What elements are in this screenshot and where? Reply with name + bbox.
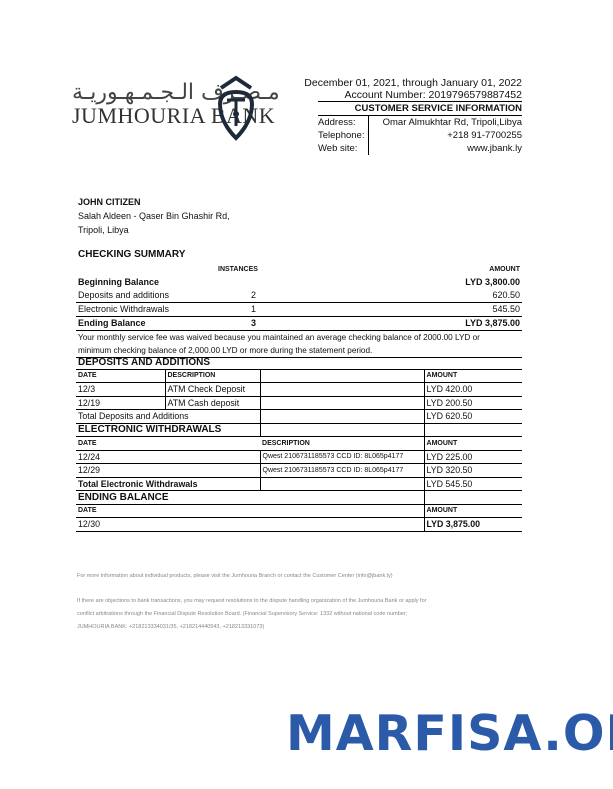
bank-name-english: JUMHOURIA BANK [72, 103, 276, 128]
watermark: MARFISA.ORG [286, 705, 613, 762]
description-header: DESCRIPTION [260, 436, 425, 451]
withdrawal-row: 12/24 Qwest 2106731185573 CCD ID: 8L065p4… [76, 450, 523, 464]
date-header: DATE [76, 436, 261, 451]
customer-service-title: CUSTOMER SERVICE INFORMATION [318, 102, 522, 116]
amount-header: AMOUNT [423, 369, 523, 383]
footer-dispute-line2: conflict arbitrations through the Financ… [77, 611, 408, 617]
website-label: Web site: [318, 142, 369, 155]
deposit-row: 12/19 ATM Cash deposit LYD 200.50 [76, 396, 523, 410]
date-header: DATE [76, 369, 165, 383]
deposits-total-label: Total Deposits and Additions [76, 409, 261, 424]
footer-dispute-line3: JUMHOURIA BANK: +218213334031/35, +21821… [77, 624, 265, 630]
footer-dispute-line1: If there are objections to bank transact… [77, 598, 427, 604]
customer-name: JOHN CITIZEN [78, 197, 141, 207]
customer-block: JOHN CITIZEN Salah Aldeen - Qaser Bin Gh… [78, 195, 230, 237]
telephone-value: +218 91-7700255 [447, 130, 522, 141]
checking-summary-title: CHECKING SUMMARY [78, 249, 186, 260]
address-value: Omar Almukhtar Rd, Tripoli,Libya [382, 117, 522, 128]
footer-info: For more information about individual pr… [77, 573, 393, 579]
summary-row: Deposits and additions 2 620.50 [76, 289, 522, 303]
deposits-total: LYD 620.50 [423, 409, 523, 424]
transactions-table: DEPOSITS AND ADDITIONS DATE DESCRIPTION AM… [76, 356, 523, 532]
telephone-label: Telephone: [318, 129, 369, 142]
deposit-row: 12/3 ATM Check Deposit LYD 420.00 [76, 382, 523, 397]
statement-period: December 01, 2021, through January 01, 2… [304, 77, 522, 89]
customer-service-info: CUSTOMER SERVICE INFORMATION Address: Oma… [318, 101, 522, 155]
address-label: Address: [318, 116, 369, 129]
website-value[interactable]: www.jbank.ly [467, 143, 522, 154]
amount-header: AMOUNT [489, 266, 520, 273]
deposits-title: DEPOSITS AND ADDITIONS [76, 356, 261, 370]
withdrawals-total: LYD 545.50 [423, 477, 523, 491]
date-header: DATE [76, 504, 425, 518]
ending-balance-title: ENDING BALANCE [76, 490, 425, 505]
withdrawals-title: ELECTRONIC WITHDRAWALS [76, 423, 261, 437]
withdrawals-total-label: Total Electronic Withdrawals [76, 477, 261, 491]
customer-address-line1: Salah Aldeen - Qaser Bin Ghashir Rd, [78, 211, 230, 221]
service-fee-note: Your monthly service fee was waived beca… [76, 331, 522, 358]
withdrawal-row: 12/29 Qwest 2106731185573 CCD ID: 8L065p4… [76, 463, 523, 478]
bank-logo-icon [217, 75, 255, 141]
checking-summary: CHECKING SUMMARY INSTANCES AMOUNT Beginni… [76, 249, 522, 358]
summary-row: Electronic Withdrawals 1 545.50 [76, 303, 522, 317]
summary-row: Beginning Balance LYD 3,800.00 [78, 277, 520, 287]
summary-row: Ending Balance 3 LYD 3,875.00 [76, 317, 522, 331]
amount-header: AMOUNT [423, 504, 523, 518]
ending-balance-row: 12/30 LYD 3,875.00 [76, 517, 523, 532]
description-header: DESCRIPTION [164, 369, 261, 383]
amount-header: AMOUNT [423, 436, 523, 451]
customer-address-line2: Tripoli, Libya [78, 225, 129, 235]
account-number: Account Number: 2019796579887452 [344, 89, 522, 101]
instances-header: INSTANCES [218, 266, 258, 273]
